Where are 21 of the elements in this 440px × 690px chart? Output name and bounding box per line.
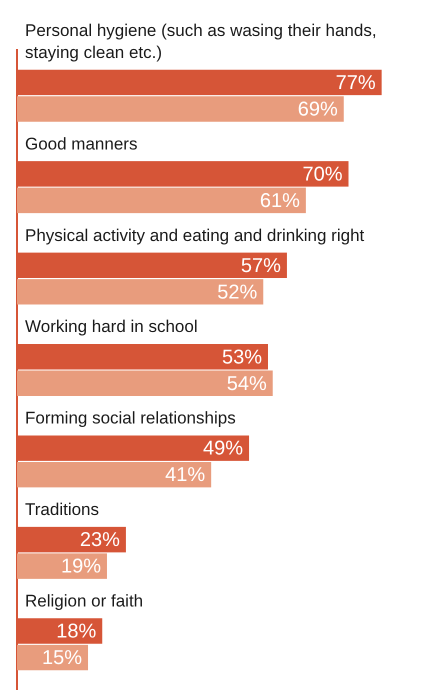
data-label: 15% bbox=[42, 647, 82, 670]
data-label: 70% bbox=[302, 163, 343, 186]
y-tick-label: Good manners bbox=[25, 134, 138, 154]
data-label: 49% bbox=[203, 438, 244, 460]
data-label: 19% bbox=[60, 556, 102, 578]
data-label: 57% bbox=[240, 254, 282, 277]
y-tick-label: Personal hygiene (such as wasing their hands, staying clean etc.) bbox=[25, 20, 377, 62]
data-label: 69% bbox=[298, 98, 338, 120]
y-tick-label: Religion or faith bbox=[25, 591, 144, 610]
data-label: 23% bbox=[80, 529, 120, 552]
data-label: 61% bbox=[260, 190, 300, 212]
data-label: 54% bbox=[226, 372, 267, 395]
data-label: 77% bbox=[336, 72, 376, 94]
y-tick-label: Physical activity and eating and drinking right bbox=[25, 226, 365, 245]
data-label: 52% bbox=[217, 281, 258, 304]
data-label: 53% bbox=[222, 346, 262, 368]
data-label: 18% bbox=[56, 620, 96, 643]
y-tick-label: Forming social relationships bbox=[25, 408, 236, 428]
y-tick-label: Working hard in school bbox=[25, 317, 198, 336]
data-label: 41% bbox=[165, 464, 206, 486]
y-tick-label: Traditions bbox=[25, 500, 100, 520]
